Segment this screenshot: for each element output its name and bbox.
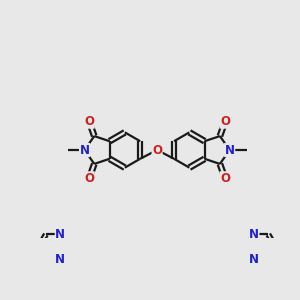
Text: N: N: [249, 253, 259, 266]
Text: N: N: [80, 143, 89, 157]
Text: O: O: [152, 143, 162, 157]
Text: O: O: [84, 115, 94, 128]
Text: N: N: [55, 228, 65, 241]
Text: O: O: [220, 115, 230, 128]
Text: N: N: [55, 253, 65, 266]
Text: O: O: [84, 172, 94, 185]
Text: N: N: [225, 143, 235, 157]
Text: N: N: [249, 228, 259, 241]
Text: O: O: [220, 172, 230, 185]
